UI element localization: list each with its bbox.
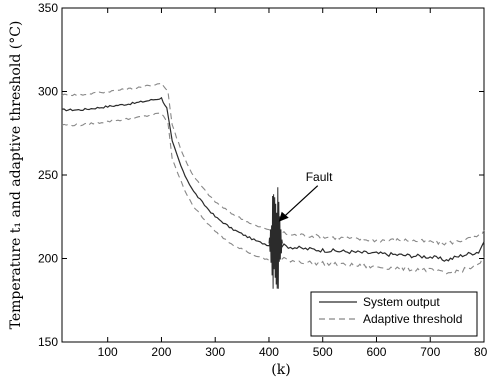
x-tick-label: 600 [366,345,386,359]
x-axis-label: (k) [271,362,290,378]
x-tick-label: 300 [205,345,225,359]
y-axis-label: Temperature t₁ and adaptive threshold (°… [8,21,24,330]
x-tick-label: 200 [151,345,171,359]
x-tick-label: 400 [259,345,279,359]
legend: System output Adaptive threshold [310,291,478,337]
fault-label: Fault [306,170,333,184]
fault-arrow-head [278,211,289,222]
x-tick-label: 700 [420,345,440,359]
x-tick-label: 800 [474,345,487,359]
fault-arrow-shaft [281,185,319,220]
series-group [61,82,485,289]
y-tick-label: 200 [38,252,58,266]
y-tick-label: 250 [38,168,58,182]
annotations: Fault [278,170,333,222]
y-tick-label: 300 [38,85,58,99]
x-tick-label: 100 [98,345,118,359]
x-tick-label: 500 [313,345,333,359]
legend-entry: Adaptive threshold [363,312,462,326]
y-tick-label: 150 [38,335,58,349]
y-tick-label: 350 [38,1,58,15]
legend-entry: System output [363,295,440,309]
legend-box [310,291,478,337]
fault-oscillation [268,187,283,289]
